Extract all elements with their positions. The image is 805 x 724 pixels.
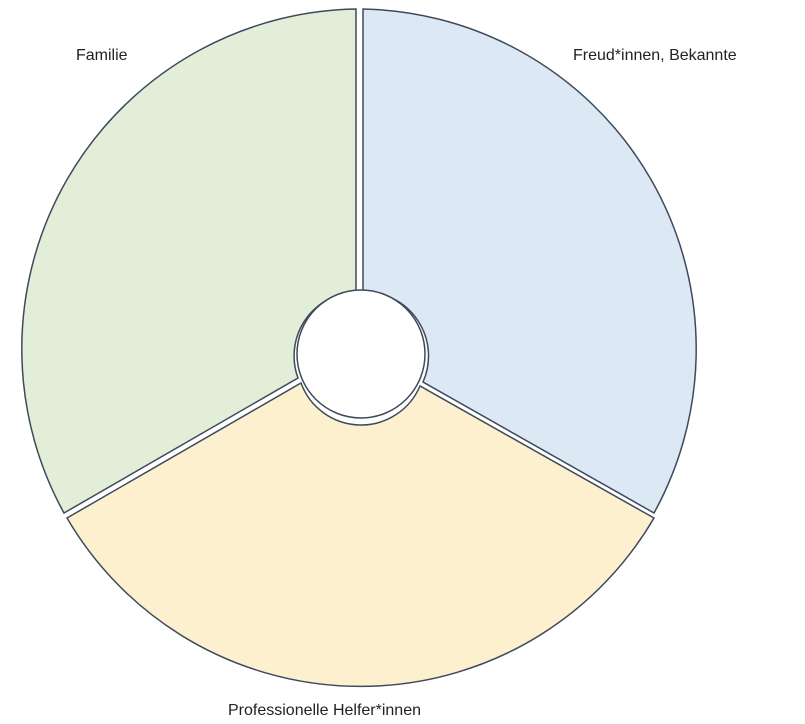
family-label: Familie [76,47,128,64]
professional-helpers-label: Professionelle Helfer*innen [228,702,421,719]
professional-helpers-sector [65,381,656,688]
center-circle [296,289,426,419]
friends-acquaintances-sector [362,8,697,515]
family-sector [21,8,357,515]
friends-acquaintances-label: Freud*innen, Bekannte [573,47,737,64]
